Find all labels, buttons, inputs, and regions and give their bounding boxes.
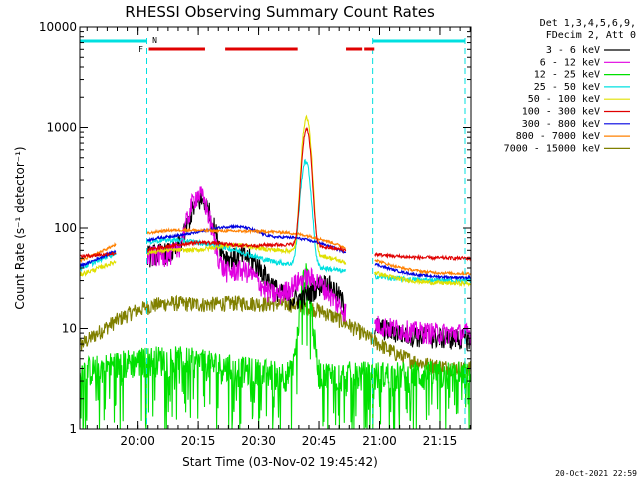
y-tick-label: 1000 — [46, 121, 77, 135]
x-tick-label: 21:15 — [423, 434, 458, 448]
series-line-7 — [79, 223, 471, 281]
legend-label-7: 300 - 800 keV — [522, 119, 600, 130]
legend-label-5: 50 - 100 keV — [528, 94, 600, 105]
series-line-3 — [79, 263, 472, 430]
legend-label-8: 800 - 7000 keV — [516, 131, 600, 142]
x-tick-label: 20:00 — [120, 434, 155, 448]
legend-label-3: 12 - 25 keV — [534, 70, 600, 81]
y-tick-label: 100 — [54, 221, 77, 235]
chart-title: RHESSI Observing Summary Count Rates — [125, 3, 435, 21]
y-tick-label: 1 — [69, 422, 77, 436]
legend-label-2: 6 - 12 keV — [540, 57, 600, 68]
y-axis-label: Count Rate (s⁻¹ detector⁻¹) — [13, 146, 27, 309]
x-tick-label: 20:45 — [302, 434, 337, 448]
x-axis-label: Start Time (03-Nov-02 19:45:42) — [182, 455, 378, 469]
legend: Det 1,3,4,5,6,9,FDecim 2, Att 0 3 - 6 keV… — [504, 18, 636, 154]
x-tick-label: 20:15 — [181, 434, 216, 448]
date-annotation: 20-Oct-2021 22:59 — [555, 469, 637, 478]
legend-label-1: 3 - 6 keV — [546, 45, 600, 56]
axis-layer: 1 10 100 1000 10000 20:00 20:15 20:30 20:45 21:00… — [39, 20, 471, 448]
legend-label-9: 7000 - 15000 keV — [504, 143, 600, 154]
y-tick-label: 10000 — [39, 20, 77, 34]
legend-header-line: Det 1,3,4,5,6,9, — [540, 18, 636, 29]
night-flag-label: N — [152, 36, 157, 45]
series-line-8 — [79, 227, 471, 277]
x-tick-label: 21:00 — [362, 434, 397, 448]
legend-label-6: 100 - 300 keV — [522, 107, 600, 118]
series-line-6 — [79, 126, 472, 262]
flag-layer: FN — [79, 36, 466, 429]
legend-header-line: FDecim 2, Att 0 — [546, 30, 636, 41]
legend-label-4: 25 - 50 keV — [534, 82, 600, 93]
x-tick-label: 20:30 — [241, 434, 276, 448]
y-tick-label: 10 — [62, 322, 77, 336]
flare-flag-label: F — [138, 45, 143, 54]
